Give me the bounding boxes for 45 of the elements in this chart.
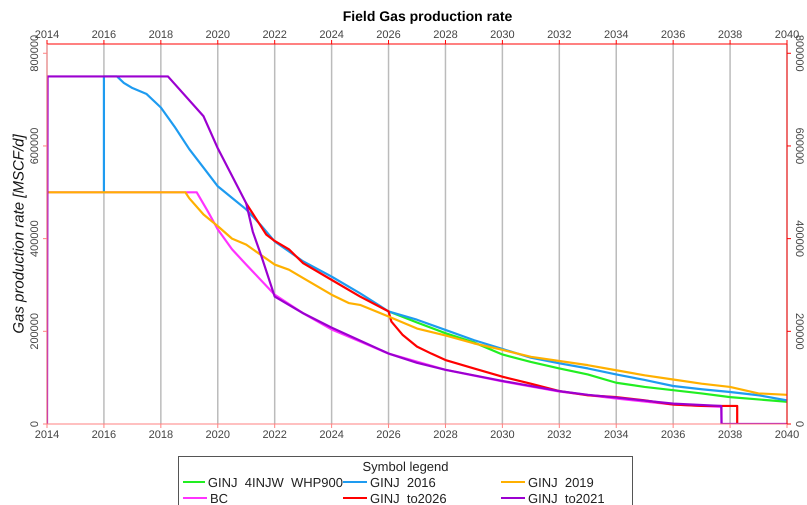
y-tick-label: 600000 — [29, 128, 41, 164]
line-series — [245, 202, 738, 424]
x2-tick-label: 2028 — [433, 428, 458, 441]
x-tick-label: 2038 — [718, 29, 742, 41]
x-tick-label: 2034 — [604, 29, 628, 41]
x-tick-label: 2024 — [319, 29, 344, 41]
x-tick-label: 2018 — [148, 29, 174, 41]
y-tick-label: 200000 — [29, 312, 41, 350]
chart-title: Field Gas production rate — [342, 8, 514, 24]
y-axis-title: Gas production rate [MSCF/d] — [10, 134, 28, 334]
x2-tick-label: 2018 — [148, 428, 174, 441]
x-tick-label: 2036 — [660, 29, 686, 41]
x-tick-label: 2030 — [490, 29, 515, 41]
x-tick-label: 2032 — [547, 29, 572, 41]
y-tick-label: 400000 — [29, 220, 41, 257]
x-tick-label: 2026 — [376, 29, 401, 41]
legend-label: GINJ to2021 — [528, 490, 605, 505]
y2-tick-label: 0 — [793, 420, 805, 428]
legend-label: GINJ 2016 — [370, 474, 436, 490]
y2-tick-label: 200000 — [793, 312, 805, 350]
legend-label: GINJ 4INJW WHP900 — [208, 474, 343, 490]
x2-tick-label: 2020 — [206, 428, 230, 441]
x2-tick-label: 2026 — [376, 428, 401, 441]
y2-tick-label: 400000 — [793, 220, 805, 257]
y2-tick-label: 600000 — [793, 128, 805, 164]
legend-title: Symbol legend — [362, 459, 450, 474]
y-tick-label: 0 — [29, 420, 41, 428]
x2-tick-label: 2038 — [718, 428, 742, 441]
x2-tick-label: 2024 — [319, 428, 344, 441]
x-tick-label: 2028 — [433, 29, 458, 41]
x2-tick-label: 2030 — [490, 428, 515, 441]
legend-label: GINJ 2019 — [528, 474, 594, 490]
x-tick-label: 2020 — [206, 29, 230, 41]
x-tick-label: 2022 — [262, 29, 287, 41]
x2-tick-label: 2034 — [604, 428, 628, 441]
x2-tick-label: 2022 — [262, 428, 287, 441]
line-series — [47, 191, 787, 396]
legend-label: BC — [210, 490, 228, 505]
x2-tick-label: 2036 — [660, 428, 686, 441]
x2-tick-label: 2032 — [547, 428, 572, 441]
x2-tick-label: 2040 — [774, 428, 800, 441]
x-tick-label: 2016 — [92, 29, 116, 41]
x2-tick-label: 2016 — [92, 428, 116, 441]
legend-label: GINJ to2026 — [370, 490, 447, 505]
x2-tick-label: 2014 — [34, 428, 60, 441]
